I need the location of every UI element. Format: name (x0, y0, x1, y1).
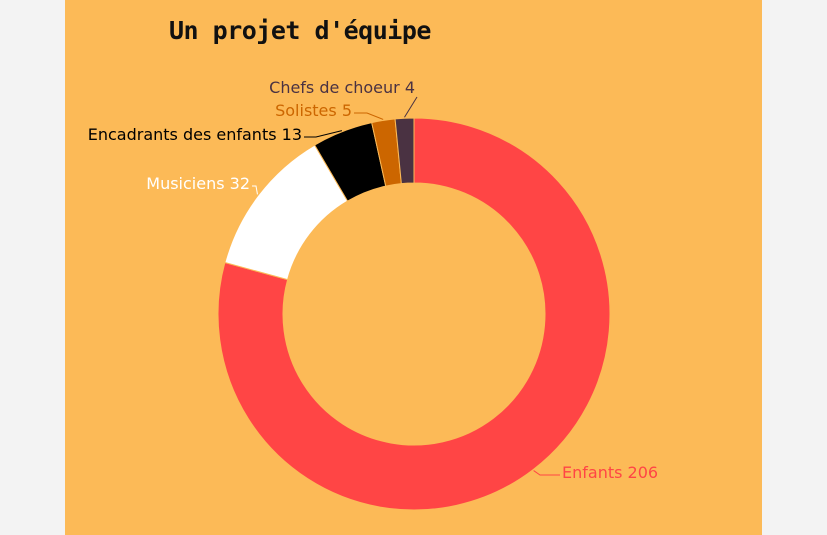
slice-label-musiciens: Musiciens 32 (146, 174, 250, 193)
slice-chefs-de-choeur[interactable] (394, 117, 415, 185)
donut-chart: Enfants 206 Musiciens 32 Encadrants des en… (88, 78, 658, 511)
leader-line-musiciens (252, 185, 258, 195)
chart-panel: Un projet d'équipe Enfants 206 Musiciens … (65, 0, 762, 535)
leader-line-encadrants-des-enfants (304, 130, 343, 138)
slice-label-chefs-de-choeur: Chefs de choeur 4 (269, 78, 415, 97)
slice-label-enfants: Enfants 206 (562, 463, 658, 482)
leader-line-chefs-de-choeur (404, 96, 418, 118)
chart-title: Un projet d'équipe (169, 16, 431, 45)
slice-label-encadrants-des-enfants: Encadrants des enfants 13 (88, 125, 302, 144)
leader-line-enfants (533, 470, 560, 476)
leader-lines-group (252, 96, 560, 476)
slices-group (217, 117, 611, 511)
labels-group: Enfants 206 Musiciens 32 Encadrants des en… (88, 78, 658, 482)
leader-line-solistes (354, 112, 384, 120)
slice-enfants[interactable] (217, 117, 611, 511)
slice-label-solistes: Solistes 5 (275, 101, 352, 120)
